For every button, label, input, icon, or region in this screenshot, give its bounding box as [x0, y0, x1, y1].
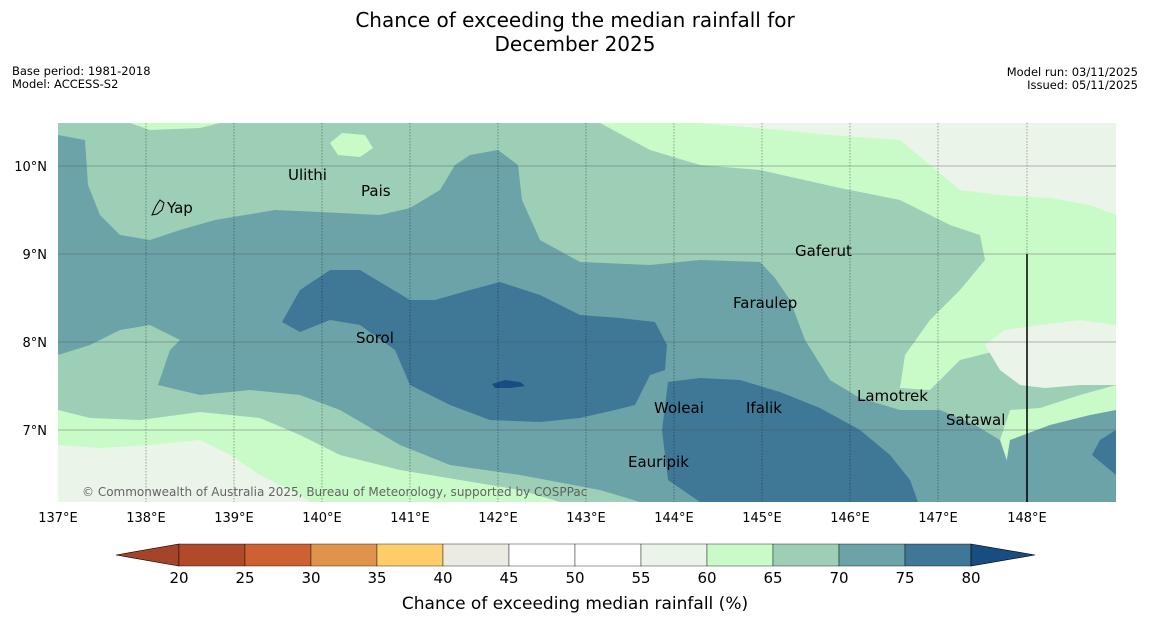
colorbar-segment: [772, 543, 840, 567]
model-name: Model: ACCESS-S2: [12, 76, 119, 91]
colorbar-tick-label: 80: [961, 569, 981, 587]
colorbar-segment: [310, 543, 378, 567]
colorbar-tick-label: 60: [697, 569, 717, 587]
band-55-60-east: [700, 123, 1116, 215]
lon-tick: 137°E: [38, 511, 78, 526]
colorbar-tick-label: 20: [169, 569, 189, 587]
lon-tick: 147°E: [918, 511, 958, 526]
colorbar-segment: [376, 543, 444, 567]
colorbar-segment: [838, 543, 906, 567]
colorbar-tick-label: 25: [235, 569, 255, 587]
colorbar: [115, 543, 1036, 567]
band-55-60-east-pocket: [985, 320, 1116, 388]
band-55-60-southwest: [58, 440, 310, 502]
colorbar-segment: [244, 543, 312, 567]
lat-tick-labels: 10°N 9°N 8°N 7°N: [14, 160, 47, 439]
map-attribution: © Commonwealth of Australia 2025, Bureau…: [82, 485, 587, 499]
lat-tick: 8°N: [23, 336, 48, 351]
colorbar-tick-label: 70: [829, 569, 849, 587]
band-80-plus: [492, 380, 525, 388]
place-faraulep: Faraulep: [733, 294, 797, 312]
lon-tick: 141°E: [390, 511, 430, 526]
lon-tick: 143°E: [566, 511, 606, 526]
meta-right: Model run: 03/11/2025 Issued: 05/11/2025: [1007, 66, 1138, 91]
base-period: Base period: 1981-2018: [12, 64, 151, 78]
gridlines: [145, 123, 1028, 502]
colorbar-segment: [904, 543, 972, 567]
colorbar-under-arrow: [115, 543, 180, 567]
colorbar-segment: [640, 543, 708, 567]
lat-tick: 9°N: [23, 248, 48, 263]
colorbar-tick-label: 65: [763, 569, 783, 587]
lat-gridlines: [58, 165, 1116, 431]
band-70-75-east: [1000, 410, 1116, 502]
lon-tick: 142°E: [478, 511, 518, 526]
place-sorol: Sorol: [356, 329, 394, 347]
colorbar-tick-label: 45: [499, 569, 519, 587]
yap-island-icon: [151, 199, 165, 216]
lat-tick: 7°N: [23, 424, 48, 439]
lon-tick: 146°E: [830, 511, 870, 526]
lon-tick: 145°E: [742, 511, 782, 526]
colorbar-segment: [178, 543, 246, 567]
lon-tick-labels: 137°E 138°E 139°E 140°E 141°E 142°E 143°…: [38, 511, 1047, 526]
lat-tick: 10°N: [14, 160, 47, 175]
contour-fills: [58, 123, 1116, 502]
place-lamotrek: Lamotrek: [857, 387, 928, 405]
band-60-65-east: [600, 123, 1116, 502]
lon-tick: 138°E: [126, 511, 166, 526]
lon-tick: 148°E: [1007, 511, 1047, 526]
colorbar-tick-label: 35: [367, 569, 387, 587]
chart-title: Chance of exceeding the median rainfall …: [0, 8, 1150, 56]
place-gaferut: Gaferut: [795, 242, 852, 260]
colorbar-tick-label: 50: [565, 569, 585, 587]
band-60-65-island: [330, 133, 373, 157]
title-line-1: Chance of exceeding the median rainfall …: [355, 8, 795, 32]
place-pais: Pais: [361, 182, 391, 200]
place-labels: Ulithi Pais Yap Gaferut Faraulep Sorol L…: [166, 166, 1005, 471]
colorbar-segment: [442, 543, 510, 567]
lon-tick: 144°E: [654, 511, 694, 526]
place-ifalik: Ifalik: [746, 399, 782, 417]
issued-date: Issued: 05/11/2025: [1027, 77, 1138, 92]
title-line-2: December 2025: [494, 32, 656, 56]
colorbar-tick-label: 30: [301, 569, 321, 587]
colorbar-tick-label: 40: [433, 569, 453, 587]
meta-left: Base period: 1981-2018 Model: ACCESS-S2: [12, 65, 151, 90]
colorbar-over-arrow: [970, 543, 1036, 567]
colorbar-tick-label: 55: [631, 569, 651, 587]
place-eauripik: Eauripik: [628, 453, 689, 471]
lon-tick: 140°E: [302, 511, 342, 526]
model-run: Model run: 03/11/2025: [1006, 65, 1138, 79]
colorbar-segment: [706, 543, 774, 567]
band-75-80-center: [282, 270, 667, 422]
colorbar-segment: [574, 543, 642, 567]
band-75-80-edge: [1092, 430, 1116, 475]
lon-tick: 139°E: [214, 511, 254, 526]
place-woleai: Woleai: [654, 399, 704, 417]
band-75-80-southeast: [662, 378, 918, 502]
band-60-65-north: [130, 123, 220, 130]
colorbar-segment: [508, 543, 576, 567]
colorbar-tick-label: 75: [895, 569, 915, 587]
colorbar-label: Chance of exceeding median rainfall (%): [401, 594, 749, 614]
place-satawal: Satawal: [946, 411, 1005, 429]
place-yap: Yap: [166, 199, 193, 217]
place-ulithi: Ulithi: [288, 166, 327, 184]
